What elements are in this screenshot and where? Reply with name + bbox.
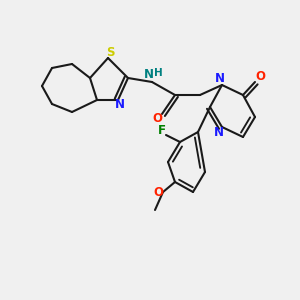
Text: N: N bbox=[214, 127, 224, 140]
Text: N: N bbox=[215, 71, 225, 85]
Text: S: S bbox=[106, 46, 114, 59]
Text: H: H bbox=[154, 68, 162, 78]
Text: N: N bbox=[144, 68, 154, 82]
Text: O: O bbox=[152, 112, 162, 125]
Text: O: O bbox=[153, 185, 163, 199]
Text: F: F bbox=[158, 124, 166, 137]
Text: O: O bbox=[255, 70, 265, 83]
Text: N: N bbox=[115, 98, 125, 112]
